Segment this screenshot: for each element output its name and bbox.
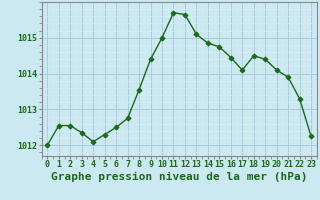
X-axis label: Graphe pression niveau de la mer (hPa): Graphe pression niveau de la mer (hPa) [51,172,308,182]
